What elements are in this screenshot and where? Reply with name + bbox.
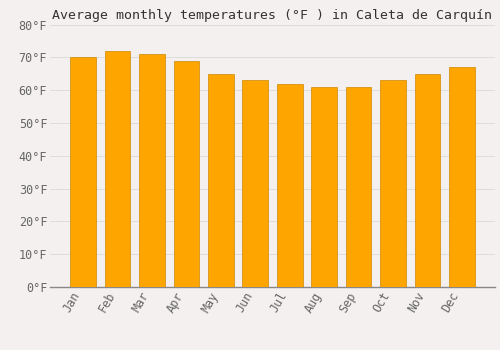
- Bar: [208, 74, 234, 287]
- Bar: [311, 87, 337, 287]
- Bar: [104, 51, 130, 287]
- Bar: [70, 57, 96, 287]
- Bar: [414, 74, 440, 287]
- Bar: [174, 61, 200, 287]
- Bar: [449, 67, 475, 287]
- Bar: [380, 80, 406, 287]
- Bar: [139, 54, 165, 287]
- Bar: [277, 84, 302, 287]
- Title: Average monthly temperatures (°F ) in Caleta de Carquín: Average monthly temperatures (°F ) in Ca…: [52, 9, 492, 22]
- Bar: [242, 80, 268, 287]
- Bar: [346, 87, 372, 287]
